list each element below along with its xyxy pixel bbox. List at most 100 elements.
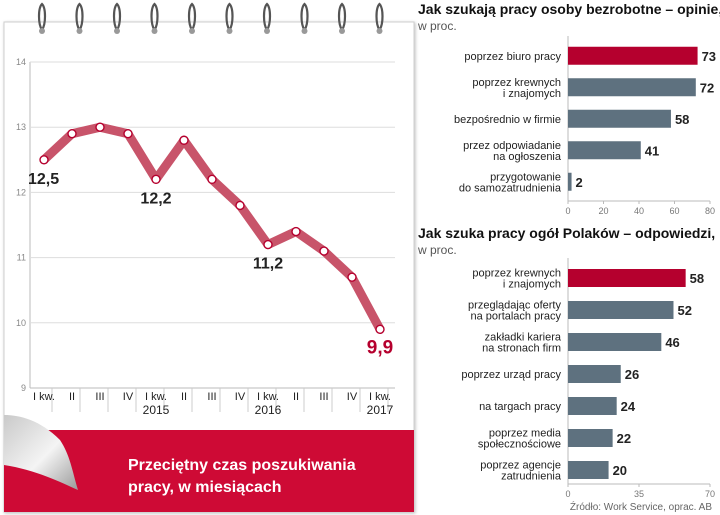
- line-data-label: 9,9: [367, 337, 393, 358]
- bar-category-label: na portalach pracy: [471, 311, 562, 323]
- bar-chart-unemployed: Jak szukają pracy osoby bezrobotne – opi…: [417, 1, 720, 216]
- spiral-hole-icon: [301, 28, 308, 34]
- line-point: [291, 226, 301, 237]
- bar-x-tick-label: 70: [705, 489, 715, 499]
- spiral-hole-icon: [151, 28, 158, 34]
- source-note: Źródło: Work Service, oprac. AB: [570, 500, 712, 513]
- x-year-label: 2015: [143, 403, 170, 417]
- spiral-hole-icon: [339, 28, 345, 34]
- bar-category-label: zakładki kariera: [485, 332, 562, 344]
- spiral-hole-icon: [76, 28, 83, 34]
- line-data-label: 12,2: [140, 190, 171, 207]
- bar-value-label: 2: [576, 175, 583, 190]
- bar-value-label: 52: [677, 303, 691, 318]
- page-curl-icon: [4, 415, 78, 490]
- x-tick-label: II: [69, 391, 75, 403]
- bar-category-label: bezpośrednio w firmie: [454, 114, 561, 126]
- x-tick-label: IV: [235, 391, 246, 403]
- line-point: [151, 174, 161, 185]
- y-tick-label: 14: [16, 57, 26, 67]
- bar-value-label: 26: [625, 367, 639, 382]
- spiral-ring-icon: [187, 2, 197, 31]
- x-year-label: 2017: [367, 403, 394, 417]
- bar-category-label: przeglądając oferty: [468, 300, 561, 312]
- bar-value-label: 41: [645, 143, 659, 158]
- x-tick-label: III: [95, 391, 104, 403]
- line-point: [319, 246, 329, 256]
- bar-x-tick-label: 0: [565, 489, 570, 499]
- line-point: [67, 129, 77, 139]
- x-tick-label: II: [293, 391, 299, 403]
- spiral-binding: [37, 2, 384, 34]
- bar-category-label: społecznościowe: [478, 439, 561, 451]
- bar-category-label: na stronach firm: [482, 343, 561, 355]
- x-tick-label: I kw.: [369, 391, 391, 403]
- bar-value-label: 73: [702, 49, 716, 64]
- bar-category-label: do samozatrudnienia: [459, 182, 562, 194]
- spiral-hole-icon: [39, 28, 45, 34]
- bar-category-label: i znajomych: [503, 279, 561, 291]
- bar-chart-1-subtitle: w proc.: [417, 19, 457, 33]
- spiral-hole-icon: [114, 28, 120, 34]
- bar-x-tick-label: 35: [634, 489, 644, 499]
- bar: [568, 141, 641, 160]
- x-tick-label: III: [207, 391, 216, 403]
- x-tick-label: IV: [347, 391, 358, 403]
- y-tick-label: 10: [16, 318, 26, 328]
- line-point: [235, 200, 245, 211]
- x-tick-label: I kw.: [257, 391, 279, 403]
- bar: [568, 461, 609, 479]
- x-tick-label: III: [319, 391, 328, 403]
- x-tick-label: I kw.: [33, 391, 55, 403]
- bar: [568, 301, 674, 319]
- bar: [568, 109, 671, 128]
- bar-category-label: i znajomych: [503, 88, 561, 100]
- spiral-hole-icon: [226, 28, 233, 34]
- bar-chart-2-subtitle: w proc.: [417, 243, 457, 257]
- line-data-label: 12,5: [28, 171, 59, 188]
- line-chart-title-line-1: Przeciętny czas poszukiwania: [128, 457, 356, 474]
- line-data-label: 11,2: [253, 256, 283, 273]
- bar-category-label: na ogłoszenia: [493, 151, 562, 163]
- bar-category-label: poprzez krewnych: [472, 77, 561, 89]
- bar: [568, 269, 686, 287]
- line-point: [347, 272, 357, 282]
- x-year-label: 2016: [255, 403, 282, 417]
- bar-category-label: zatrudnienia: [501, 471, 562, 483]
- line-chart-title-line-2: pracy, w miesiącach: [128, 479, 282, 496]
- line-chart-y-axis: 9 10 11 12 13 14: [16, 57, 26, 393]
- x-tick-label: I kw.: [145, 391, 167, 403]
- spiral-hole-icon: [264, 28, 270, 34]
- spiral-ring-icon: [37, 2, 47, 31]
- spiral-ring-icon: [300, 2, 309, 31]
- bar: [568, 46, 698, 65]
- spiral-hole-icon: [189, 28, 195, 34]
- line-data-labels: 12,5 12,2 11,2 9,9: [28, 171, 393, 359]
- line-point: [39, 155, 49, 165]
- bar-x-tick-label: 80: [705, 206, 715, 216]
- spiral-ring-icon: [262, 2, 272, 31]
- bar-value-label: 20: [613, 463, 627, 478]
- spiral-ring-icon: [112, 2, 122, 31]
- bar-value-label: 24: [621, 399, 636, 414]
- spiral-ring-icon: [75, 2, 84, 31]
- bar: [568, 365, 621, 383]
- line-point: [375, 324, 385, 335]
- bar-category-label: poprzez media: [489, 428, 562, 440]
- bar-category-label: poprzez krewnych: [472, 268, 561, 280]
- bar: [568, 397, 617, 415]
- spiral-ring-icon: [375, 2, 384, 31]
- bar-chart-all-poles: Jak szuka pracy ogół Polaków – odpowiedz…: [417, 225, 715, 499]
- bar-category-label: na targach pracy: [479, 401, 561, 413]
- bar-value-label: 46: [665, 335, 679, 350]
- y-tick-label: 9: [21, 383, 26, 393]
- bar: [568, 172, 572, 191]
- bar-value-label: 22: [617, 431, 631, 446]
- bar-category-label: poprzez biuro pracy: [464, 51, 561, 63]
- line-chart-x-axis: I kw. II III IV I kw. II III IV I kw. II III IV I kw…: [33, 388, 394, 417]
- bar-chart-2-title: Jak szuka pracy ogół Polaków – odpowiedz…: [418, 225, 715, 241]
- bar-chart-1-title: Jak szukają pracy osoby bezrobotne – opi…: [418, 1, 720, 17]
- x-tick-label: II: [181, 391, 187, 403]
